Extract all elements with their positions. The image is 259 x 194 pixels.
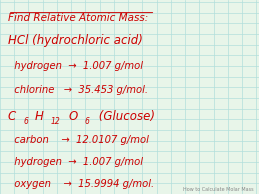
- Text: 12: 12: [51, 117, 60, 126]
- Text: Find Relative Atomic Mass:: Find Relative Atomic Mass:: [8, 13, 148, 23]
- Text: carbon    →  12.0107 g/mol: carbon → 12.0107 g/mol: [8, 135, 149, 145]
- Text: 6: 6: [24, 117, 29, 126]
- Text: chlorine   →  35.453 g/mol.: chlorine → 35.453 g/mol.: [8, 85, 148, 95]
- Text: 6: 6: [84, 117, 89, 126]
- Text: hydrogen  →  1.007 g/mol: hydrogen → 1.007 g/mol: [8, 157, 143, 167]
- Text: O: O: [69, 110, 78, 123]
- Text: C: C: [8, 110, 16, 123]
- Text: hydrogen  →  1.007 g/mol: hydrogen → 1.007 g/mol: [8, 61, 143, 71]
- Text: (Glucose): (Glucose): [95, 110, 155, 123]
- Text: How to Calculate Molar Mass: How to Calculate Molar Mass: [183, 187, 254, 192]
- Text: oxygen    →  15.9994 g/mol.: oxygen → 15.9994 g/mol.: [8, 179, 154, 190]
- Text: HCl (hydrochloric acid): HCl (hydrochloric acid): [8, 34, 143, 47]
- Text: H: H: [35, 110, 44, 123]
